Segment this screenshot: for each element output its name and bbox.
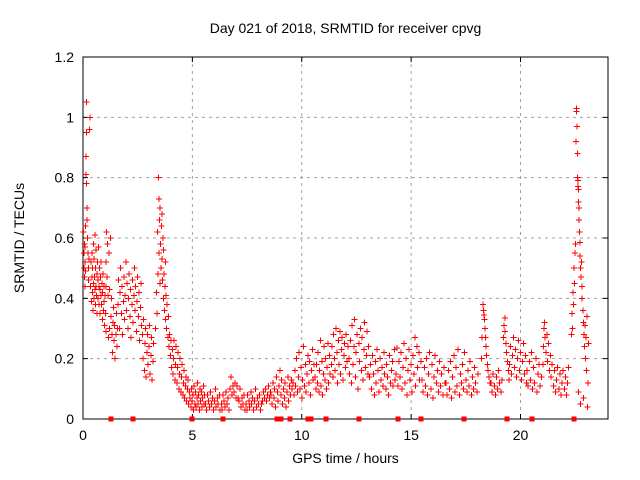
y-tick-label: 1 (66, 109, 74, 125)
x-axis-label: GPS time / hours (292, 450, 399, 466)
series-baseline-flags (108, 416, 577, 422)
x-tick-label: 15 (403, 427, 419, 443)
y-tick-label: 0.6 (55, 230, 75, 246)
x-tick-label: 0 (79, 427, 87, 443)
y-tick-label: 0.2 (55, 351, 75, 367)
chart-title: Day 021 of 2018, SRMTID for receiver cpv… (209, 20, 482, 36)
y-tick-label: 0 (66, 411, 74, 427)
y-tick-label: 0.8 (55, 170, 75, 186)
gridlines (83, 57, 608, 419)
y-tick-label: 0.4 (55, 290, 75, 306)
y-tick-label: 1.2 (55, 49, 75, 65)
x-tick-label: 10 (294, 427, 310, 443)
x-tick-label: 20 (513, 427, 529, 443)
x-tick-label: 5 (188, 427, 196, 443)
series-srmtid (80, 99, 592, 413)
